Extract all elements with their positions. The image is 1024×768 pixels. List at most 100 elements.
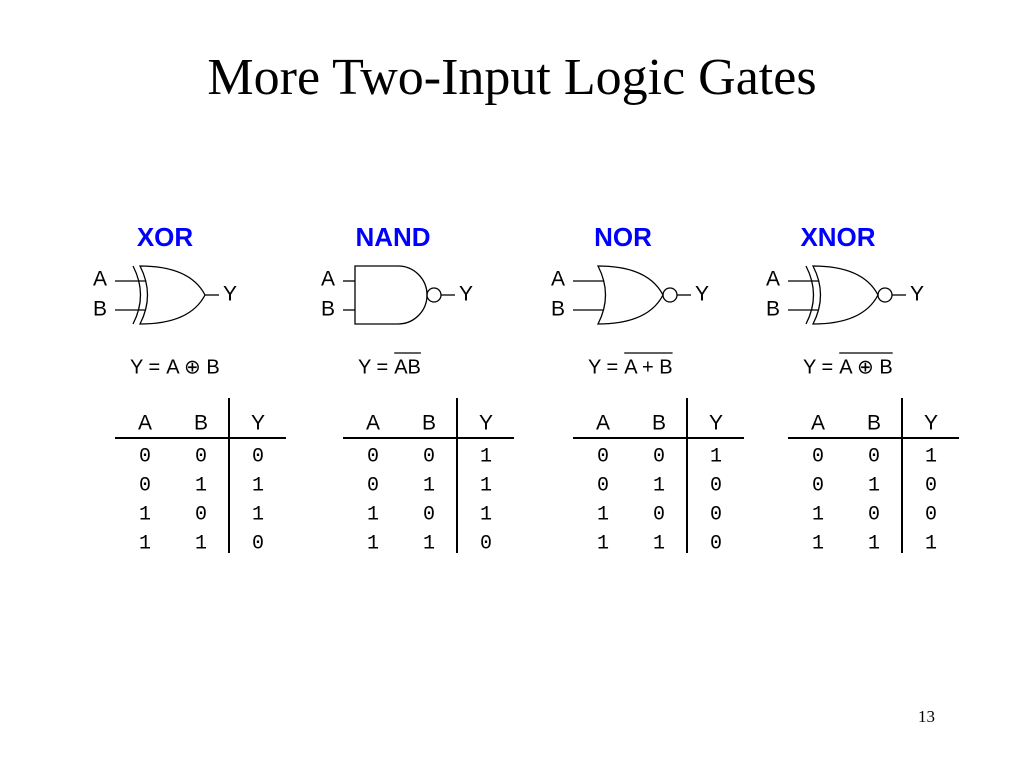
equation-lhs: Y = xyxy=(588,356,618,378)
table-cell: 0 xyxy=(710,532,722,555)
xor-curve xyxy=(132,265,142,325)
table-cell: 0 xyxy=(710,474,722,497)
input-label: A xyxy=(766,268,780,291)
table-header: A xyxy=(596,412,610,435)
table-cell: 0 xyxy=(367,445,379,468)
table-cell: 1 xyxy=(367,532,379,555)
table-cell: 1 xyxy=(480,474,492,497)
table-cell: 1 xyxy=(139,532,151,555)
table-cell: 0 xyxy=(868,503,880,526)
table-header: Y xyxy=(709,412,723,435)
table-cell: 1 xyxy=(423,532,435,555)
table-cell: 0 xyxy=(868,445,880,468)
table-cell: 0 xyxy=(195,503,207,526)
table-cell: 1 xyxy=(925,445,937,468)
table-cell: 0 xyxy=(139,445,151,468)
equation-lhs: Y = xyxy=(130,356,160,378)
table-cell: 0 xyxy=(653,445,665,468)
table-cell: 1 xyxy=(195,532,207,555)
table-cell: 1 xyxy=(868,474,880,497)
table-cell: 0 xyxy=(195,445,207,468)
table-header: A xyxy=(811,412,825,435)
table-cell: 1 xyxy=(195,474,207,497)
table-header: B xyxy=(867,412,881,435)
input-label: A xyxy=(93,268,107,291)
table-cell: 0 xyxy=(367,474,379,497)
table-cell: 1 xyxy=(710,445,722,468)
output-label: Y xyxy=(910,283,924,306)
gate-symbol xyxy=(788,265,906,325)
table-header: Y xyxy=(479,412,493,435)
table-cell: 0 xyxy=(812,474,824,497)
table-cell: 0 xyxy=(925,503,937,526)
gate-symbol xyxy=(343,265,455,325)
table-cell: 1 xyxy=(812,532,824,555)
table-cell: 1 xyxy=(597,532,609,555)
equation-lhs: Y = xyxy=(358,356,388,378)
equation-rhs: A ⊕ B xyxy=(839,356,892,378)
table-header: B xyxy=(422,412,436,435)
gate-symbol xyxy=(573,265,691,325)
input-label: A xyxy=(551,268,565,291)
table-header: B xyxy=(652,412,666,435)
input-label: B xyxy=(766,298,780,321)
table-cell: 1 xyxy=(480,445,492,468)
equation-rhs: A + B xyxy=(624,356,672,378)
table-cell: 0 xyxy=(597,474,609,497)
table-cell: 0 xyxy=(710,503,722,526)
table-cell: 1 xyxy=(653,474,665,497)
table-cell: 0 xyxy=(252,532,264,555)
gate-name: NAND xyxy=(355,222,430,252)
table-header: Y xyxy=(924,412,938,435)
table-cell: 0 xyxy=(423,445,435,468)
table-cell: 0 xyxy=(597,445,609,468)
table-cell: 1 xyxy=(925,532,937,555)
table-cell: 1 xyxy=(139,503,151,526)
table-cell: 1 xyxy=(653,532,665,555)
equation-rhs: AB xyxy=(394,356,421,378)
input-label: B xyxy=(321,298,335,321)
table-header: A xyxy=(366,412,380,435)
equation-rhs: A ⊕ B xyxy=(166,356,219,378)
gate-name: XNOR xyxy=(800,222,875,252)
table-cell: 1 xyxy=(812,503,824,526)
table-cell: 0 xyxy=(423,503,435,526)
gate-symbol xyxy=(115,265,219,325)
gate-name: XOR xyxy=(137,222,194,252)
output-label: Y xyxy=(695,283,709,306)
gate-body xyxy=(138,265,206,325)
slide-title: More Two-Input Logic Gates xyxy=(207,49,816,106)
table-cell: 1 xyxy=(480,503,492,526)
table-cell: 0 xyxy=(139,474,151,497)
input-label: B xyxy=(93,298,107,321)
table-cell: 1 xyxy=(868,532,880,555)
table-cell: 1 xyxy=(367,503,379,526)
input-label: B xyxy=(551,298,565,321)
table-cell: 1 xyxy=(597,503,609,526)
input-label: A xyxy=(321,268,335,291)
table-cell: 0 xyxy=(480,532,492,555)
table-cell: 0 xyxy=(653,503,665,526)
table-header: Y xyxy=(251,412,265,435)
table-cell: 1 xyxy=(252,474,264,497)
table-cell: 1 xyxy=(252,503,264,526)
output-label: Y xyxy=(223,283,237,306)
output-label: Y xyxy=(459,283,473,306)
page-number: 13 xyxy=(918,707,935,726)
table-cell: 0 xyxy=(812,445,824,468)
table-cell: 1 xyxy=(423,474,435,497)
table-header: B xyxy=(194,412,208,435)
table-cell: 0 xyxy=(252,445,264,468)
xor-curve xyxy=(805,265,815,325)
table-header: A xyxy=(138,412,152,435)
equation-lhs: Y = xyxy=(803,356,833,378)
table-cell: 0 xyxy=(925,474,937,497)
gate-body xyxy=(811,265,879,325)
